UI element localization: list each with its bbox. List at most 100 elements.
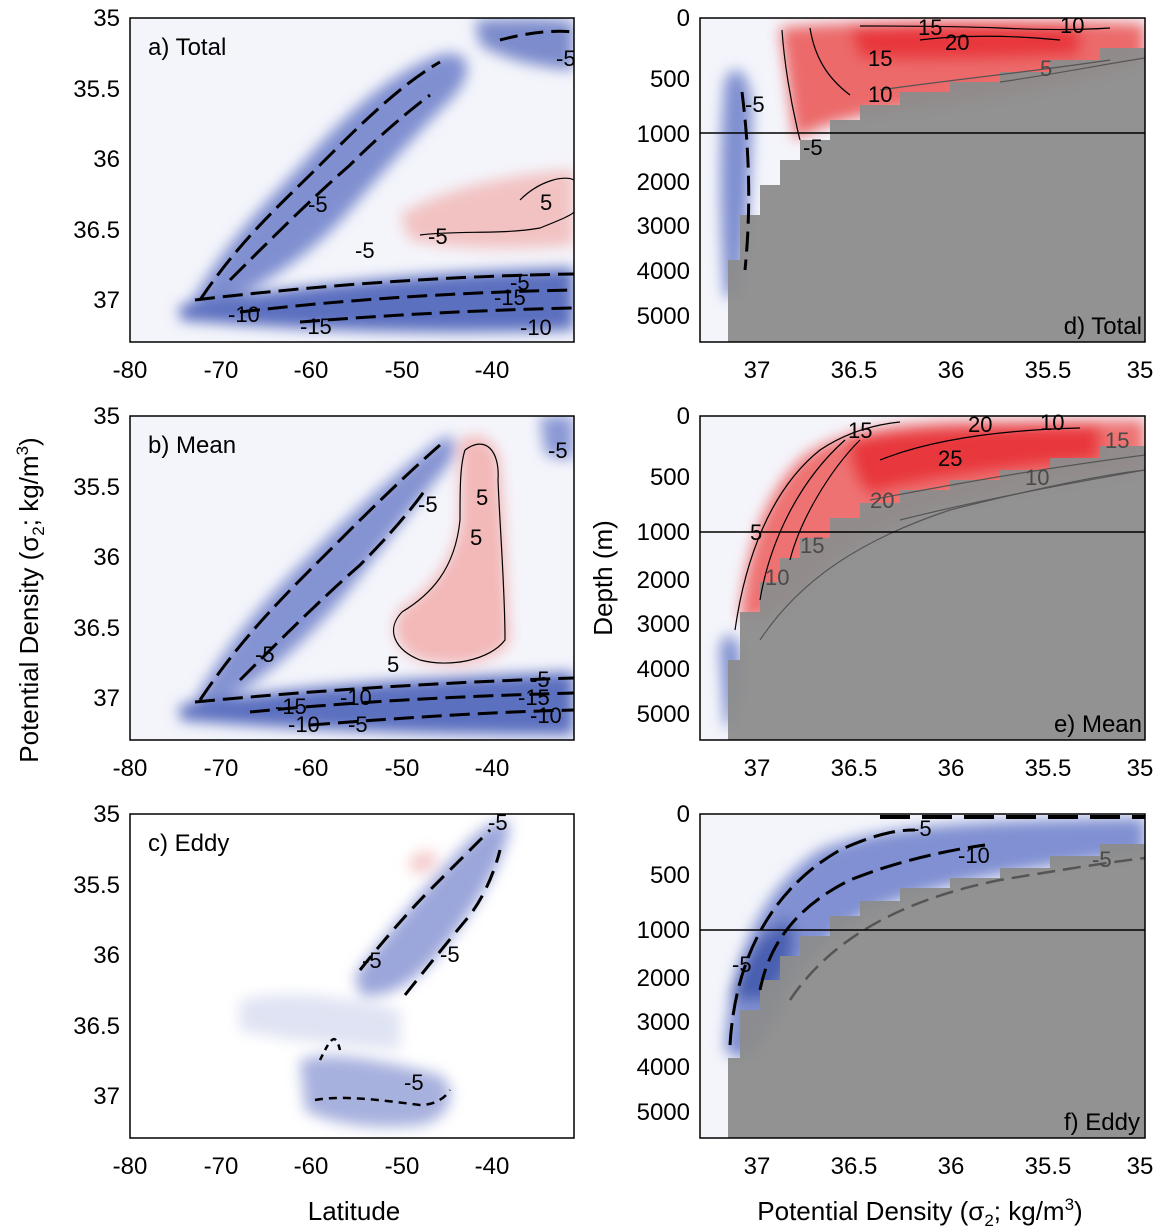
panel-label: e) Mean [1054, 711, 1142, 738]
contour-label: 10 [1060, 13, 1084, 38]
panel-label: a) Total [148, 34, 226, 61]
contour-neg-lower-2 [239, 288, 574, 314]
contour-label: -10 [228, 302, 260, 327]
contour-label: -5 [745, 92, 765, 117]
y-tick-label: 4000 [637, 258, 690, 285]
x-tick-label: -70 [204, 1153, 239, 1180]
y-tick-label: 3000 [637, 213, 690, 240]
x-tick-label: 36 [938, 755, 965, 782]
x-tick-label: -50 [385, 1153, 420, 1180]
contour-label: -15 [300, 314, 332, 339]
negative-core [725, 818, 1145, 1058]
contour-label: -15 [275, 694, 307, 719]
y-tick-label: 36.5 [73, 1013, 120, 1040]
panel-a-y-ticks: 35 35.5 36 36.5 37 [73, 5, 120, 314]
x-tick-label: 35.5 [1025, 357, 1072, 384]
contour-label: 20 [870, 488, 894, 513]
y-tick-label: 35.5 [73, 76, 120, 103]
x-tick-label: -60 [294, 357, 329, 384]
right-y-axis-label: Depth (m) [588, 520, 618, 636]
contour-grey-5 [999, 57, 1145, 83]
panel-e: 15 20 10 25 15 20 10 15 10 5 e) Mean 37 … [637, 403, 1154, 782]
x-tick-label: -80 [113, 755, 148, 782]
contour-pos-10 [809, 27, 851, 96]
x-tick-label: 36.5 [831, 1153, 878, 1180]
y-tick-label: 4000 [637, 1054, 690, 1081]
y-tick-label: 0 [677, 801, 690, 828]
y-tick-label: 37 [93, 287, 120, 314]
x-tick-label: -80 [113, 357, 148, 384]
land-mask [700, 446, 1145, 740]
contour-label: -5 [404, 1070, 424, 1095]
y-tick-label: 2000 [637, 567, 690, 594]
contour-label: -5 [556, 46, 576, 71]
y-tick-label: 5000 [637, 1099, 690, 1126]
contour-neg-10 [758, 843, 986, 991]
contour-label: -5 [530, 667, 550, 692]
x-tick-label: 37 [744, 1153, 771, 1180]
contour-pos-5 [734, 421, 901, 631]
negative-band-lower [180, 672, 574, 735]
panel-label: d) Total [1064, 313, 1142, 340]
contour-label: -5 [348, 712, 368, 737]
y-tick-label: 5000 [637, 303, 690, 330]
y-tick-label: 1000 [637, 519, 690, 546]
contour-label: 10 [765, 565, 789, 590]
panel-b-y-ticks: 35 35.5 36 36.5 37 [73, 403, 120, 712]
contour-pos-20 [919, 35, 1061, 41]
contour-grey-5 [788, 856, 1145, 1001]
contour-label: 10 [1040, 410, 1064, 435]
contour-neg-5b [403, 849, 502, 996]
positive-core [849, 425, 1100, 495]
negative-band-upper [190, 53, 467, 307]
panel-c-x-ticks: -80 -70 -60 -50 -40 [113, 1153, 510, 1180]
contour-label: 15 [918, 15, 942, 40]
contour-label: 5 [540, 190, 552, 215]
panel-a: -5 -5 -5 -5 -5 5 -10 -15 -10 -15 a) Tota… [73, 5, 575, 384]
contour-label: -5 [362, 948, 382, 973]
y-tick-label: 1000 [637, 917, 690, 944]
contour-label: -5 [1092, 847, 1112, 872]
x-tick-label: -80 [113, 1153, 148, 1180]
y-tick-label: 4000 [637, 656, 690, 683]
contour-label: -5 [732, 952, 752, 977]
panel-c: -5 -5 -5 -5 c) Eddy -80 -70 -60 -50 -40 … [73, 801, 575, 1180]
y-tick-label: 0 [677, 5, 690, 32]
panel-f: -5 -10 -5 -5 f) Eddy 37 36.5 36 35.5 35 … [637, 801, 1154, 1180]
x-tick-label: -70 [204, 755, 239, 782]
panel-b-x-ticks: -80 -70 -60 -50 -40 [113, 755, 510, 782]
contour-label: -10 [530, 703, 562, 728]
positive-patch [410, 851, 438, 873]
panel-label: b) Mean [148, 432, 236, 459]
x-tick-label: -40 [475, 755, 510, 782]
positive-max [850, 25, 1080, 61]
contour-label: 10 [1025, 465, 1049, 490]
panel-d-y-ticks: 0 500 1000 2000 3000 4000 5000 [637, 5, 690, 330]
contour-neg-10 [238, 489, 427, 682]
contour-neg-10 [228, 93, 431, 282]
x-tick-label: 36.5 [831, 357, 878, 384]
contour-neg-lower-b [318, 1037, 342, 1061]
contour-label: 5 [1040, 56, 1052, 81]
x-tick-label: -60 [294, 755, 329, 782]
y-tick-label: 35.5 [73, 474, 120, 501]
panel-a-field [180, 18, 574, 332]
y-tick-label: 36.5 [73, 217, 120, 244]
contour-grey-20 [869, 454, 1145, 501]
x-tick-label: -70 [204, 357, 239, 384]
panel-a-x-ticks: -80 -70 -60 -50 -40 [113, 357, 510, 384]
contour-label: 15 [848, 418, 872, 443]
panel-c-frame [129, 813, 575, 1139]
contour-neg-5 [198, 60, 441, 301]
contour-label: 25 [938, 446, 962, 471]
panel-b: -5 -5 5 5 5 -5 -10 -15 -10 -5 -5 -15 -10… [73, 403, 575, 782]
contour-label: -5 [418, 492, 438, 517]
x-tick-label: 37 [744, 755, 771, 782]
contour-neg-lower-2 [249, 691, 574, 714]
contour-pos-5 [419, 211, 574, 236]
contour-label: -5 [803, 135, 823, 160]
x-tick-label: -60 [294, 1153, 329, 1180]
panel-f-field [700, 815, 1145, 1138]
panel-b-frame [129, 415, 575, 741]
